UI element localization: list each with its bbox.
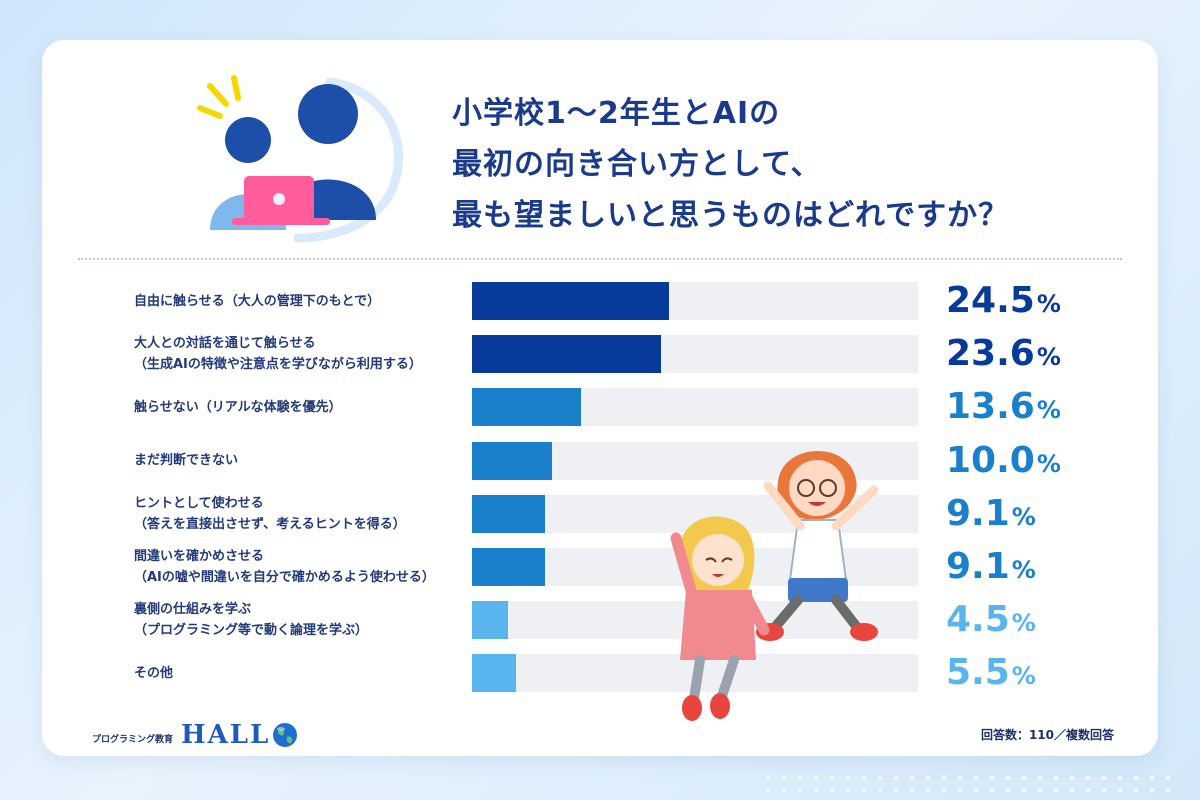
percentage-label: 4.5%: [946, 600, 1036, 643]
boy-figure: [756, 450, 879, 641]
percentage-unit: %: [1011, 609, 1036, 638]
bar-track: [472, 335, 918, 374]
percentage-unit: %: [1036, 449, 1061, 478]
percentage-unit: %: [1011, 502, 1036, 531]
category-label-line: （AIの嘘や間違いを自分で確かめるよう使わせる）: [134, 570, 435, 585]
percentage-unit: %: [1036, 396, 1061, 425]
bar: [472, 601, 509, 640]
category-label: 間違いを確かめさせる （AIの嘘や間違いを自分で確かめるよう使わせる）: [134, 546, 464, 588]
title-line-2: 最初の向き合い方として、: [452, 147, 822, 182]
percentage-unit: %: [1036, 343, 1061, 372]
kids-jumping-illustration: [670, 450, 879, 721]
category-label-line: その他: [134, 665, 174, 681]
category-label: 裏側の仕組みを学ぶ （プログラミング等で動く論理を学ぶ）: [134, 599, 464, 641]
bar: [472, 494, 546, 533]
girl-figure: [670, 516, 770, 721]
category-label-line: （プログラミング等で動く論理を学ぶ）: [134, 623, 369, 639]
category-label: その他: [134, 663, 464, 684]
percentage-value: 5.5: [946, 652, 1010, 694]
chart-title: 小学校1〜2年生とAIの 最初の向き合い方として、 最も望ましいと思うものはどれ…: [452, 88, 1009, 241]
category-label: 触らせない（リアルな体験を優先）: [134, 397, 464, 418]
logo-subtitle: プログラミング教育: [92, 734, 174, 745]
percentage-value: 9.1: [946, 492, 1010, 534]
category-label: 自由に触らせる（大人の管理下のもとで）: [134, 291, 464, 312]
percentage-value: 9.1: [946, 546, 1010, 587]
title-line-1: 小学校1〜2年生とAIの: [452, 96, 781, 131]
bar: [472, 441, 553, 480]
category-label: まだ判断できない: [134, 450, 464, 471]
category-label-line: まだ判断できない: [134, 453, 239, 469]
logo-name: HALL: [181, 720, 271, 750]
percentage-label: 9.1%: [946, 547, 1036, 590]
response-count-note: 回答数：110／複数回答: [980, 728, 1114, 742]
percentage-label: 9.1%: [946, 492, 1036, 537]
title-divider: [78, 258, 1122, 260]
percentage-unit: %: [1011, 662, 1036, 691]
decorative-dots: [760, 772, 1180, 796]
category-label-line: 間違いを確かめさせる: [134, 549, 265, 564]
bar: [472, 282, 669, 320]
percentage-unit: %: [1011, 556, 1036, 584]
percentage-label: 23.6%: [946, 334, 1061, 377]
bar: [472, 548, 546, 586]
bar-track: [472, 388, 918, 427]
percentage-label: 5.5%: [946, 653, 1036, 696]
parent-child-laptop-illustration: [197, 75, 404, 243]
percentage-value: 23.6: [946, 333, 1035, 375]
category-label-line: ヒントとして使わせる: [134, 495, 264, 511]
percentage-label: 24.5%: [946, 281, 1061, 324]
percentage-unit: %: [1036, 290, 1061, 318]
bar-track: [472, 282, 918, 320]
bar: [472, 388, 582, 427]
category-label-line: （生成AIの特徴や注意点を学びながら利用する）: [134, 357, 422, 373]
category-label-line: （答えを直接出させず、考えるヒントを得る）: [134, 516, 406, 532]
category-label-line: 自由に触らせる（大人の管理下のもとで）: [134, 293, 381, 309]
percentage-label: 10.0%: [946, 439, 1061, 484]
category-label: ヒントとして使わせる （答えを直接出させず、考えるヒントを得る）: [134, 493, 464, 535]
percentage-value: 4.5: [946, 599, 1010, 641]
percentage-value: 13.6: [946, 386, 1035, 428]
category-label-line: 大人との対話を通じて触らせる: [134, 336, 316, 352]
category-label: 大人との対話を通じて触らせる （生成AIの特徴や注意点を学びながら利用する）: [134, 333, 464, 375]
bar: [472, 654, 517, 693]
bar: [472, 335, 662, 374]
hallo-logo: プログラミング教育 HALL: [92, 720, 298, 750]
category-label-line: 裏側の仕組みを学ぶ: [134, 602, 252, 618]
category-label-line: 触らせない（リアルな体験を優先）: [134, 399, 342, 415]
percentage-label: 13.6%: [946, 387, 1061, 430]
percentage-value: 10.0: [946, 439, 1035, 481]
globe-icon: [273, 723, 298, 747]
percentage-value: 24.5: [946, 280, 1035, 321]
title-line-3: 最も望ましいと思うものはどれですか？: [452, 198, 1010, 233]
